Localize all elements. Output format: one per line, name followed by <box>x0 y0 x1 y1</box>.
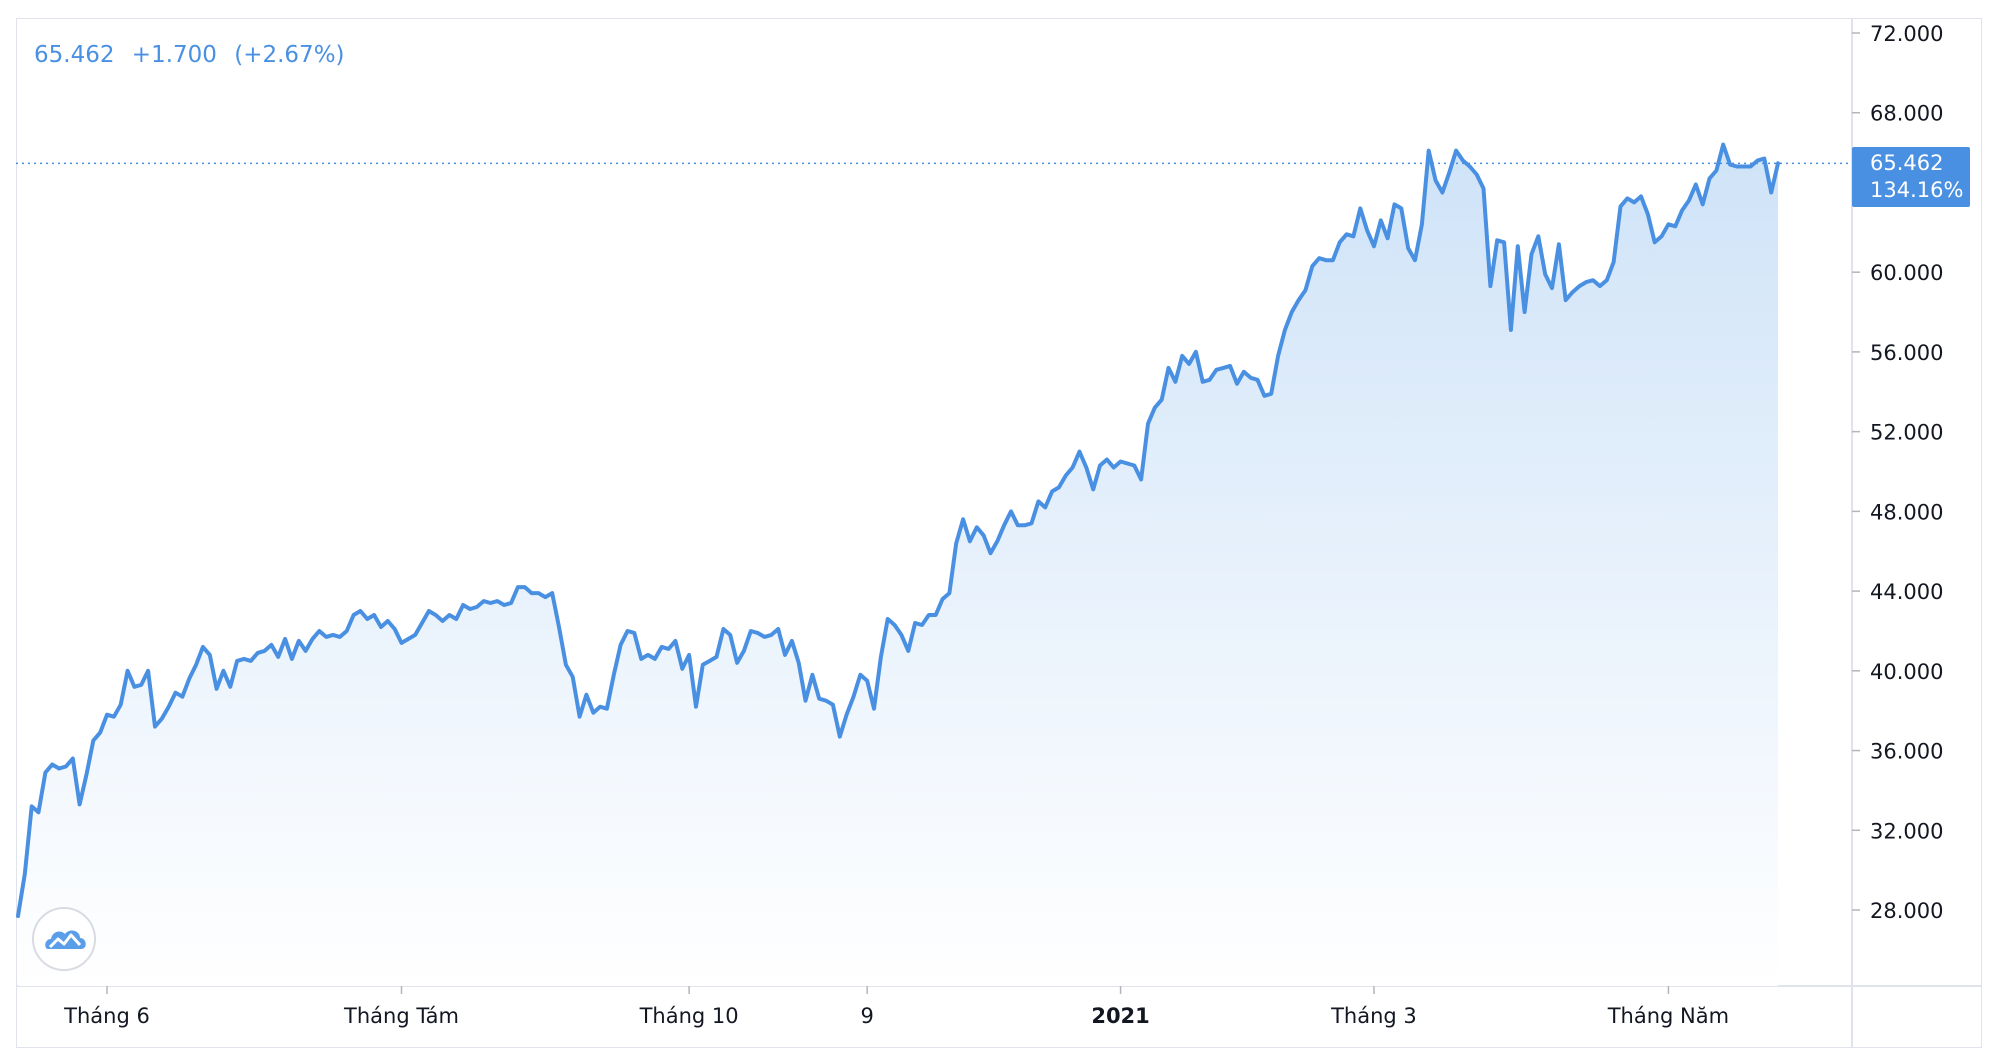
price-line <box>16 142 1780 918</box>
y-tick-label: 32.000 <box>1870 819 1943 843</box>
y-tick-label: 40.000 <box>1870 660 1943 684</box>
x-tick-label: Tháng Tám <box>343 1004 459 1028</box>
price-tag-value: 65.462 <box>1870 151 1944 175</box>
y-tick-label: 60.000 <box>1870 261 1943 285</box>
y-tick-label: 48.000 <box>1870 500 1943 524</box>
y-tick-label: 72.000 <box>1870 22 1943 46</box>
price-area <box>18 144 1778 987</box>
legend-change: +1.700 <box>131 42 217 68</box>
x-tick-label: 2021 <box>1091 1004 1149 1028</box>
legend: 65.462 +1.700 (+2.67%) <box>34 42 355 68</box>
x-axis: Tháng 6 Tháng Tám Tháng 10 9 2021 Tháng 3 Thán… <box>63 986 1729 1028</box>
y-tick-label: 56.000 <box>1870 341 1943 365</box>
tradingview-logo[interactable] <box>32 907 96 971</box>
legend-price: 65.462 <box>34 42 115 68</box>
x-tick-label: 9 <box>860 1004 873 1028</box>
y-tick-label: 68.000 <box>1870 102 1943 126</box>
x-tick-label: Tháng 6 <box>63 1004 150 1028</box>
y-tick-label: 36.000 <box>1870 740 1943 764</box>
x-tick-label: Tháng 10 <box>639 1004 739 1028</box>
x-tick-label: Tháng Năm <box>1607 1004 1729 1028</box>
y-tick-label: 44.000 <box>1870 580 1943 604</box>
x-tick-label: Tháng 3 <box>1330 1004 1417 1028</box>
legend-change-pct: (+2.67%) <box>234 42 345 68</box>
y-tick-label: 52.000 <box>1870 421 1943 445</box>
last-price-tag: 65.462 134.16% <box>1852 147 1970 207</box>
y-tick-label: 28.000 <box>1870 899 1943 923</box>
price-tag-percent: 134.16% <box>1870 178 1964 202</box>
cloud-chart-icon <box>45 930 86 949</box>
